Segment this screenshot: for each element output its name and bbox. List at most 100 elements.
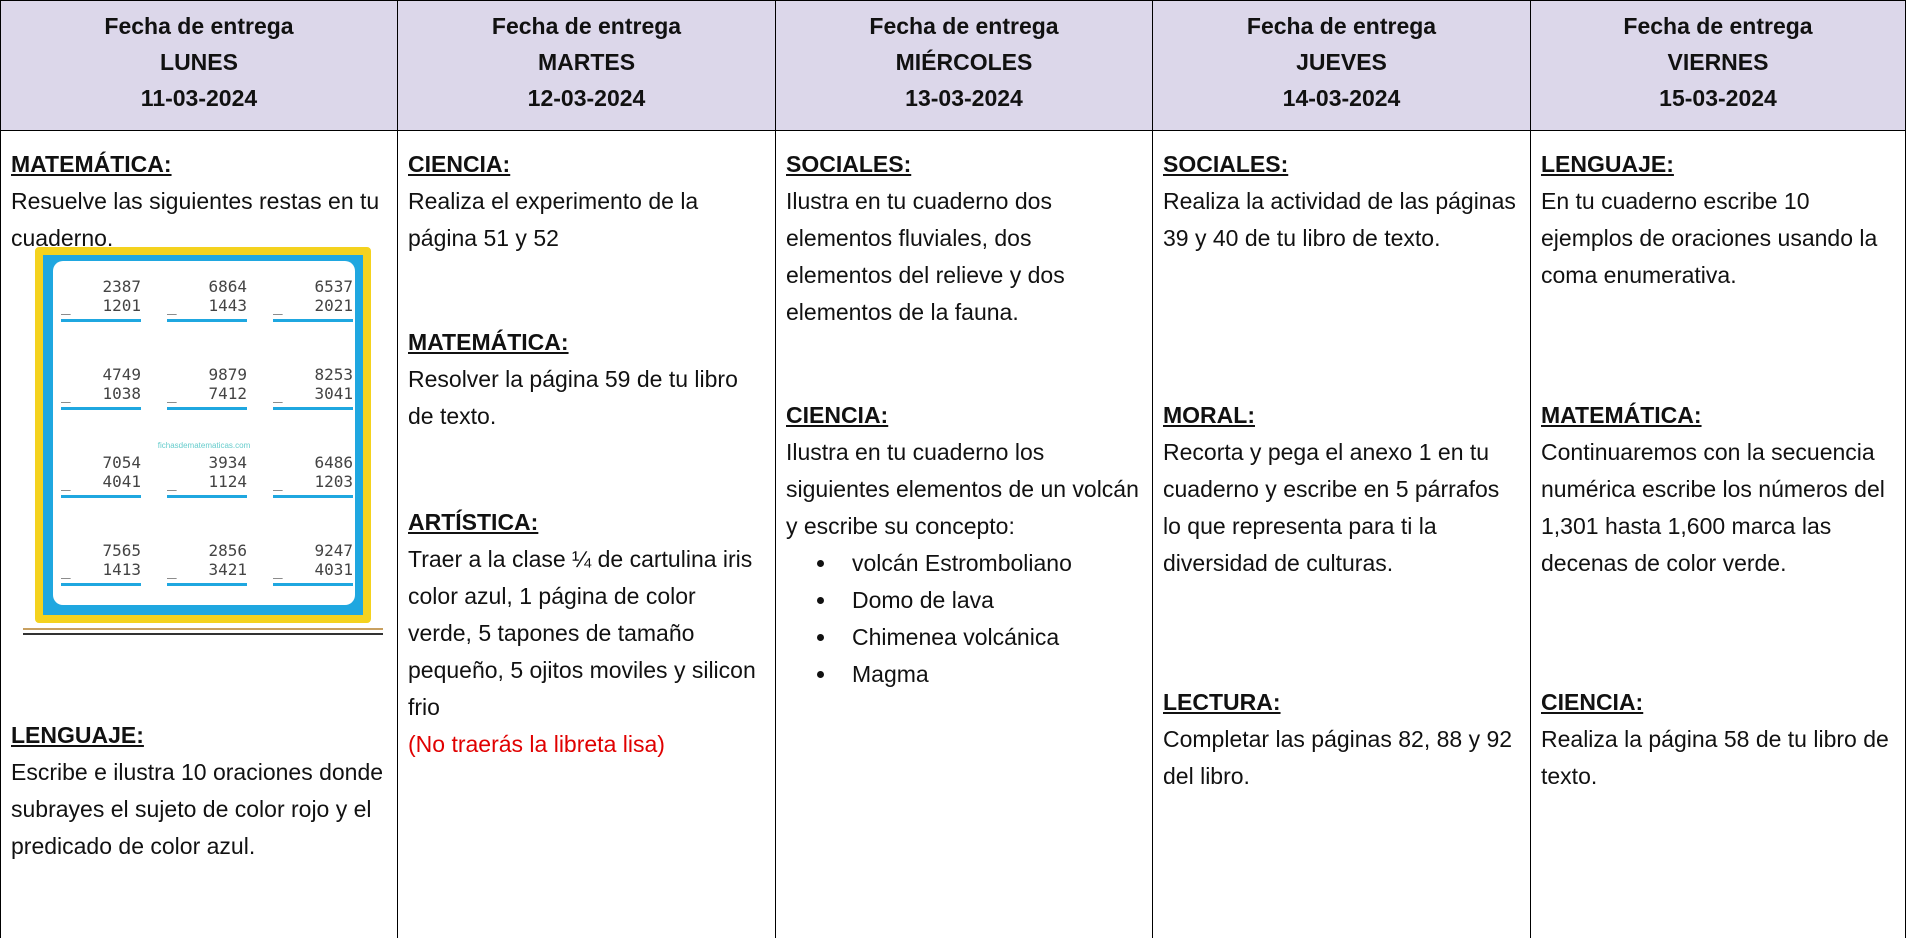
subtrahend-value: 1203 <box>314 472 353 491</box>
divider <box>23 628 383 635</box>
minuend: 3934 <box>208 453 247 472</box>
minuend: 9247 <box>314 541 353 560</box>
subtrahend: _ 1201 <box>61 296 141 315</box>
subject: MATEMÁTICA: <box>408 329 569 355</box>
task-text: Resuelve las siguientes restas en tu cua… <box>11 188 380 251</box>
subtraction-problem: 3934 _ 1124 <box>167 453 247 498</box>
answer-line <box>61 583 141 586</box>
operator: _ <box>61 472 71 491</box>
subject: CIENCIA: <box>786 402 889 428</box>
day-header: Fecha de entrega VIERNES 15-03-2024 <box>1531 0 1905 131</box>
header-line: 14-03-2024 <box>1282 85 1401 111</box>
task-list: volcán EstrombolianoDomo de lavaChimenea… <box>786 545 1142 693</box>
header-line: 11-03-2024 <box>140 85 258 111</box>
operator: _ <box>273 296 283 315</box>
subject: MATEMÁTICA: <box>1541 402 1702 428</box>
answer-line <box>61 407 141 410</box>
task-section: MORAL: Recorta y pega el anexo 1 en tu cu… <box>1163 397 1520 582</box>
operator: _ <box>167 472 177 491</box>
subject: MATEMÁTICA: <box>11 151 172 177</box>
subtraction-problem: 9247 _ 4031 <box>273 541 353 586</box>
subtrahend-value: 3041 <box>314 384 353 403</box>
subtrahend: _ 1203 <box>273 472 353 491</box>
subtrahend: _ 4041 <box>61 472 141 491</box>
subtrahend: _ 1124 <box>167 472 247 491</box>
minuend: 8253 <box>314 365 353 384</box>
day-column: Fecha de entrega MIÉRCOLES 13-03-2024 SOCIA… <box>775 0 1152 938</box>
subject: LECTURA: <box>1163 689 1281 715</box>
header-line: 13-03-2024 <box>905 85 1023 111</box>
subtrahend-value: 1201 <box>102 296 141 315</box>
task-text: Resolver la página 59 de tu libro de tex… <box>408 366 738 429</box>
subtraction-problem: 8253 _ 3041 <box>273 365 353 410</box>
task-text: Traer a la clase ¼ de cartulina iris col… <box>408 546 756 720</box>
subtrahend-value: 3421 <box>208 560 247 579</box>
operator: _ <box>273 472 283 491</box>
header-line: Fecha de entrega <box>1623 13 1813 39</box>
task-text: Recorta y pega el anexo 1 en tu cuaderno… <box>1163 439 1500 576</box>
header-line: MARTES <box>537 49 636 75</box>
subtraction-problem: 6864 _ 1443 <box>167 277 247 322</box>
answer-line <box>167 319 247 322</box>
header-line: 12-03-2024 <box>527 85 646 111</box>
subject: CIENCIA: <box>408 151 511 177</box>
subject: SOCIALES: <box>1163 151 1289 177</box>
subtrahend: _ 1413 <box>61 560 141 579</box>
task-item: Domo de lava <box>838 582 1142 619</box>
task-section: ARTÍSTICA: Traer a la clase ¼ de cartulin… <box>408 504 765 763</box>
day-column: Fecha de entrega MARTES 12-03-2024 CIENCIA:… <box>397 0 775 938</box>
minuend: 6864 <box>208 277 247 296</box>
subtrahend-value: 2021 <box>314 296 353 315</box>
subtrahend: _ 3041 <box>273 384 353 403</box>
subtraction-problem: 2387 _ 1201 <box>61 277 141 322</box>
task-text: Realiza la página 58 de tu libro de text… <box>1541 726 1889 789</box>
subject: CIENCIA: <box>1541 689 1644 715</box>
subtrahend: _ 1038 <box>61 384 141 403</box>
task-item: Chimenea volcánica <box>838 619 1142 656</box>
minuend: 7565 <box>102 541 141 560</box>
task-text: Ilustra en tu cuaderno los siguientes el… <box>786 439 1139 539</box>
subtrahend: _ 1443 <box>167 296 247 315</box>
header-line: 15-03-2024 <box>1659 85 1777 111</box>
task-section: LENGUAJE: Escribe e ilustra 10 oraciones … <box>11 717 387 865</box>
answer-line <box>273 407 353 410</box>
task-item: Magma <box>838 656 1142 693</box>
subtrahend: _ 4031 <box>273 560 353 579</box>
minuend: 7054 <box>102 453 141 472</box>
task-section: CIENCIA: Realiza el experimento de la pág… <box>408 146 765 257</box>
task-section: CIENCIA: Ilustra en tu cuaderno los sigui… <box>786 397 1142 693</box>
answer-line <box>167 583 247 586</box>
subtraction-problem: 9879 _ 7412 <box>167 365 247 410</box>
subtraction-problem: 2856 _ 3421 <box>167 541 247 586</box>
header-line: JUEVES <box>1296 49 1387 75</box>
operator: _ <box>273 384 283 403</box>
subtraction-problem: 7565 _ 1413 <box>61 541 141 586</box>
subtraction-problem: 4749 _ 1038 <box>61 365 141 410</box>
header-line: Fecha de entrega <box>491 13 682 39</box>
task-item: volcán Estromboliano <box>838 545 1142 582</box>
subject: ARTÍSTICA: <box>408 509 539 535</box>
subtrahend-value: 4041 <box>102 472 141 491</box>
task-text: Completar las páginas 82, 88 y 92 del li… <box>1163 726 1513 789</box>
subtrahend-value: 1413 <box>102 560 141 579</box>
task-section: SOCIALES: Ilustra en tu cuaderno dos elem… <box>786 146 1142 331</box>
task-text: En tu cuaderno escribe 10 ejemplos de or… <box>1541 188 1878 288</box>
task-text: Realiza la actividad de las páginas 39 y… <box>1163 188 1516 251</box>
subtrahend-value: 1443 <box>208 296 247 315</box>
answer-line <box>273 495 353 498</box>
operator: _ <box>167 384 177 403</box>
subtrahend-value: 1038 <box>102 384 141 403</box>
task-section: MATEMÁTICA: Resolver la página 59 de tu l… <box>408 324 765 435</box>
minuend: 9879 <box>208 365 247 384</box>
subtraction-problem: 7054 _ 4041 <box>61 453 141 498</box>
operator: _ <box>167 560 177 579</box>
task-section: LECTURA: Completar las páginas 82, 88 y 9… <box>1163 684 1520 795</box>
task-section: SOCIALES: Realiza la actividad de las pág… <box>1163 146 1520 257</box>
subject: LENGUAJE: <box>11 722 144 748</box>
answer-line <box>273 319 353 322</box>
subtrahend-value: 4031 <box>314 560 353 579</box>
task-text: Continuaremos con la secuencia numérica … <box>1541 439 1885 576</box>
task-section: CIENCIA: Realiza la página 58 de tu libro… <box>1541 684 1895 795</box>
answer-line <box>167 495 247 498</box>
task-section: MATEMÁTICA: Resuelve las siguientes resta… <box>11 146 387 257</box>
